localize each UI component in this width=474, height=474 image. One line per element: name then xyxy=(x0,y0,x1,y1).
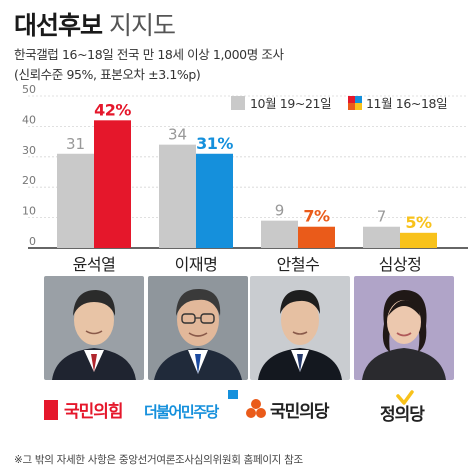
data-label-previous: 31 xyxy=(66,135,85,153)
party-logo-pp: 국민의당 xyxy=(246,399,331,422)
legend-label-previous: 10월 19~21일 xyxy=(250,96,331,111)
party-name-dp: 더불어민주당 xyxy=(144,403,220,421)
candidate-photo-yoon xyxy=(44,276,144,380)
y-tick-label: 40 xyxy=(22,113,36,126)
data-label-current: 7% xyxy=(303,207,330,226)
category-label: 윤석열 xyxy=(73,255,116,274)
title-light: 지지도 xyxy=(108,11,176,40)
party-logo-jp: 정의당 xyxy=(380,390,426,425)
data-label-current: 31% xyxy=(196,134,233,153)
candidate-row: 국민의힘 더불어민주당 xyxy=(0,276,474,444)
legend-swatch-current-2 xyxy=(355,96,362,103)
candidate-card-yoon: 국민의힘 xyxy=(44,276,144,444)
party-name-pp: 국민의당 xyxy=(270,402,330,422)
party-logo-ppp: 국민의힘 xyxy=(44,400,124,422)
party-name-jp: 정의당 xyxy=(380,405,425,425)
data-label-previous: 9 xyxy=(275,202,285,220)
data-label-previous: 7 xyxy=(377,208,387,226)
candidate-card-ahn: 국민의당 xyxy=(246,276,350,444)
legend-swatch-current-1 xyxy=(348,96,355,103)
legend-swatch-current-4 xyxy=(355,103,362,110)
data-label-current: 42% xyxy=(94,100,131,119)
chart-note: (신뢰수준 95%, 표본오차 ±3.1%p) xyxy=(14,67,201,82)
category-label: 심상정 xyxy=(379,255,422,274)
bar-previous xyxy=(159,144,196,248)
category-label: 안철수 xyxy=(277,255,320,274)
chart-title: 대선후보 지지도 xyxy=(14,6,176,42)
y-tick-label: 30 xyxy=(22,144,36,157)
chart-subtitle: 한국갤럽 16~18일 전국 만 18세 이상 1,000명 조사 xyxy=(14,47,284,62)
candidate-photo-ahn xyxy=(250,276,350,380)
bar-chart: 0 10 20 30 40 50 31 42% 윤석열 34 31% 이재명 9 7% 안철수 7 5% 심상정 1… xyxy=(22,83,468,274)
bar-previous xyxy=(363,226,400,248)
data-label-previous: 34 xyxy=(168,126,187,144)
bar-current xyxy=(298,226,335,248)
bar-previous xyxy=(57,153,94,248)
candidate-card-lee: 더불어민주당 xyxy=(144,276,248,444)
party-logo-dp: 더불어민주당 xyxy=(144,390,238,421)
bar-current xyxy=(94,120,131,248)
category-label: 이재명 xyxy=(175,255,218,274)
bar-current xyxy=(196,153,233,248)
bar-previous xyxy=(261,220,298,248)
candidate-photo-sim xyxy=(354,276,454,380)
y-tick-label: 10 xyxy=(22,205,36,218)
title-bold: 대선후보 xyxy=(14,11,103,40)
legend-swatch-previous xyxy=(231,96,245,110)
legend-swatch-current-3 xyxy=(348,103,355,110)
y-tick-label: 50 xyxy=(22,83,36,96)
candidate-card-sim: 정의당 xyxy=(354,276,454,444)
legend-label-current: 11월 16~18일 xyxy=(366,96,447,111)
data-label-current: 5% xyxy=(405,213,432,232)
y-tick-label: 0 xyxy=(29,235,36,248)
bar-current xyxy=(400,232,437,248)
footnote: ※그 밖의 자세한 사항은 중앙선거여론조사심의위원회 홈페이지 참조 xyxy=(14,454,303,466)
party-name-ppp: 국민의힘 xyxy=(64,401,123,422)
y-tick-label: 20 xyxy=(22,174,36,187)
candidate-photo-lee xyxy=(148,276,248,380)
